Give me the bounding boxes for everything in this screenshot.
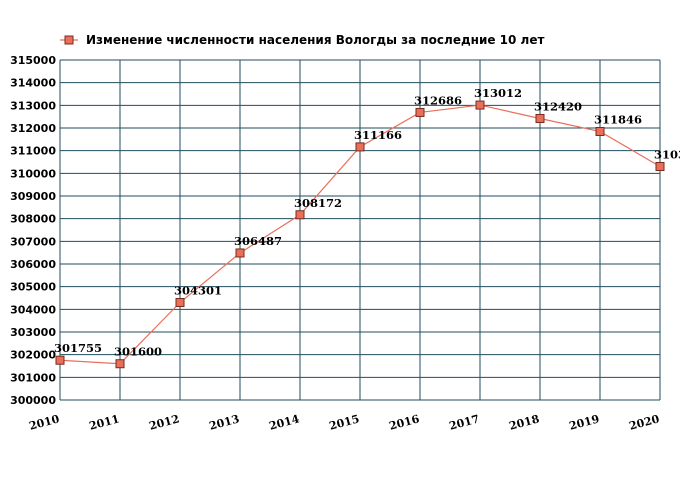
data-point-marker [595,126,605,136]
y-tick-label: 314000 [10,77,56,90]
x-tick-label: 2015 [328,412,361,432]
data-point-marker [175,298,185,308]
y-tick-label: 303000 [10,326,56,339]
y-tick-label: 312000 [10,122,56,135]
data-label: 311846 [594,112,642,126]
data-label: 301755 [54,341,102,355]
data-label: 312420 [534,99,582,113]
y-tick-label: 309000 [10,190,56,203]
legend-marker-swatch [64,35,74,45]
y-tick-label: 308000 [10,213,56,226]
legend-label: Изменение численности населения Вологды … [86,33,544,47]
y-tick-label: 315000 [10,54,56,67]
x-tick-label: 2014 [268,412,301,433]
y-tick-label: 301000 [10,371,56,384]
y-tick-label: 307000 [10,235,56,248]
y-axis-ticks: 300000 301000 302000 303000 304000 305000 3060… [10,54,56,407]
data-label: 308172 [294,196,342,210]
y-tick-label: 304000 [10,303,56,316]
data-point-marker [655,161,665,171]
data-point-marker [115,359,125,369]
data-label: 311166 [354,128,402,142]
data-point-marker [535,113,545,123]
population-series [55,100,665,369]
x-tick-label: 2011 [88,412,121,432]
y-tick-label: 306000 [10,258,56,271]
data-label: 301600 [114,345,162,359]
data-label: 304301 [174,284,222,298]
data-point-marker [475,100,485,110]
data-point-marker [415,107,425,117]
data-point-marker [235,248,245,258]
data-label: 310302 [654,147,680,161]
data-point-marker [295,210,305,220]
x-tick-label: 2018 [508,412,541,433]
x-tick-label: 2020 [628,412,661,433]
x-tick-label: 2013 [208,412,241,432]
x-tick-label: 2019 [568,412,601,432]
data-point-marker [55,355,65,365]
chart-legend: Изменение численности населения Вологды … [60,33,544,47]
data-label: 306487 [234,234,282,248]
y-tick-label: 300000 [10,394,56,407]
y-tick-label: 310000 [10,167,56,180]
y-tick-label: 305000 [10,281,56,294]
x-tick-label: 2016 [388,412,421,433]
y-tick-label: 311000 [10,145,56,158]
data-label: 312686 [414,93,462,107]
data-point-marker [355,142,365,152]
x-tick-label: 2017 [448,412,481,432]
data-label: 313012 [474,86,522,100]
y-tick-label: 302000 [10,349,56,362]
x-axis-ticks: 2010 2011 2012 2013 2014 2015 2016 2017 2018 2019… [28,412,661,433]
data-labels: 301755 301600 304301 306487 308172 311166 3126… [54,86,680,359]
x-tick-label: 2010 [28,412,61,433]
x-tick-label: 2012 [148,412,181,432]
y-tick-label: 313000 [10,99,56,112]
